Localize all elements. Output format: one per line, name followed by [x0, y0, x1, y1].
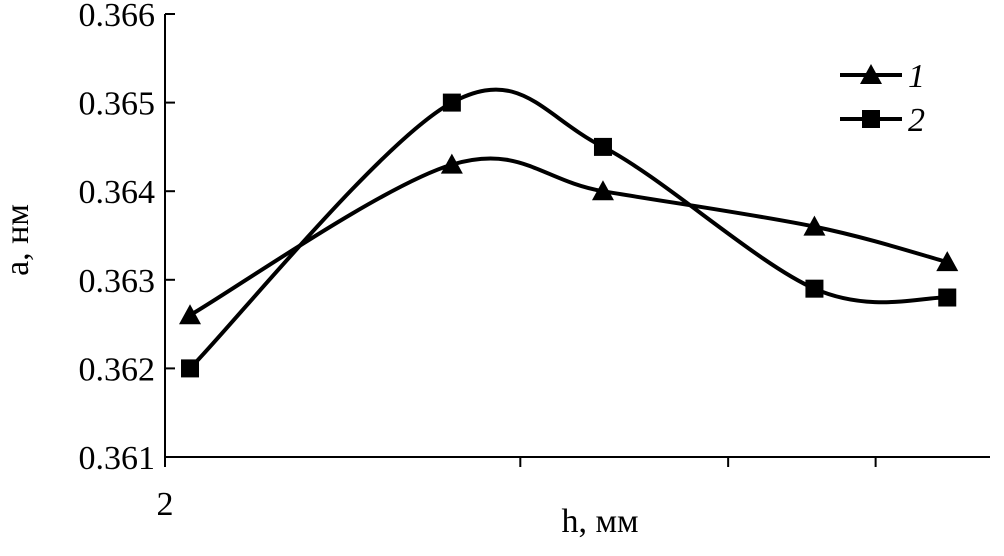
data-point	[179, 304, 202, 325]
data-point	[440, 153, 463, 174]
legend-marker	[862, 110, 880, 128]
y-tick-label: 0.366	[79, 0, 156, 34]
x-axis-label: h, мм	[561, 503, 638, 540]
legend-label: 2	[908, 102, 925, 139]
data-point	[442, 93, 461, 112]
legend-label: 1	[908, 58, 925, 95]
data-point	[936, 251, 959, 272]
y-tick-label: 0.365	[79, 86, 156, 123]
y-axis-label: a, нм	[0, 204, 36, 276]
data-point	[593, 137, 612, 156]
data-point	[938, 288, 957, 307]
x-tick-label: 2	[157, 486, 174, 523]
data-point	[805, 279, 824, 298]
y-tick-label: 0.363	[79, 263, 156, 300]
series-line	[188, 87, 948, 370]
legend-marker	[860, 64, 882, 84]
y-tick-label: 0.364	[79, 174, 156, 211]
data-point	[181, 359, 200, 378]
y-tick-label: 0.362	[79, 351, 156, 388]
data-point	[591, 180, 614, 201]
y-tick-label: 0.361	[79, 440, 156, 477]
data-point	[803, 215, 826, 236]
series-line	[189, 156, 948, 317]
